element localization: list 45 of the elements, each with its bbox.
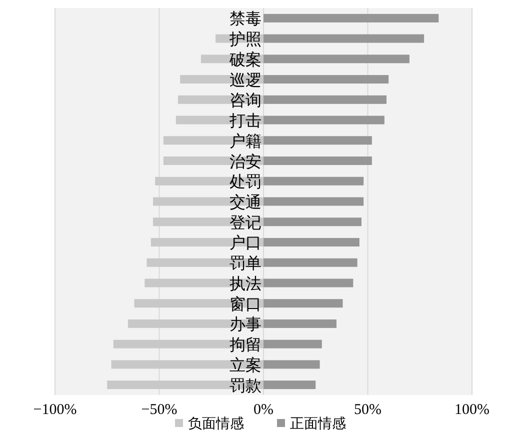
bar	[264, 197, 364, 206]
y-tick-label: 执法	[230, 274, 262, 293]
legend-label: 负面情感	[188, 416, 244, 432]
y-tick-label: 处罚	[230, 173, 262, 192]
bar	[264, 54, 410, 64]
y-tick-label: 咨询	[230, 92, 262, 110]
bar	[264, 95, 387, 104]
y-tick-label: 罚单	[230, 254, 262, 273]
y-tick-label: 窗口	[230, 295, 262, 314]
bar	[264, 258, 358, 267]
bar	[264, 75, 389, 84]
y-tick-label: 护照	[228, 30, 262, 49]
bar	[264, 380, 316, 390]
bar	[264, 299, 343, 308]
bar	[264, 116, 384, 124]
x-tick-label: 50%	[354, 402, 382, 418]
x-tick-label: −50%	[141, 402, 178, 418]
x-tick-label: −100%	[33, 402, 77, 418]
bar	[264, 360, 320, 369]
legend-label: 正面情感	[290, 416, 346, 432]
y-tick-label: 禁毒	[230, 10, 262, 28]
y-tick-label: 户籍	[230, 132, 262, 150]
y-tick-label: 巡逻	[230, 71, 262, 90]
y-tick-label: 罚款	[230, 378, 262, 395]
bar	[264, 176, 364, 186]
bar	[264, 14, 439, 22]
bar	[264, 218, 362, 226]
y-tick-label: 拘留	[230, 336, 262, 354]
bar	[264, 278, 354, 288]
bar	[264, 156, 372, 166]
y-tick-label: 交通	[230, 194, 262, 212]
y-tick-label: 立案	[230, 356, 262, 374]
y-tick-label: 登记	[230, 214, 262, 232]
bar	[264, 238, 360, 246]
y-tick-label: 破案	[228, 50, 262, 69]
bar	[264, 136, 372, 145]
bar	[264, 34, 424, 43]
bar	[264, 340, 322, 348]
y-tick-label: 治安	[230, 152, 262, 171]
y-tick-label: 打击	[228, 112, 262, 130]
bar	[264, 319, 336, 328]
y-tick-label: 办事	[230, 316, 262, 334]
x-tick-label: 100%	[454, 402, 490, 418]
y-tick-label: 户口	[230, 234, 262, 252]
x-tick-label: 0%	[254, 402, 274, 418]
